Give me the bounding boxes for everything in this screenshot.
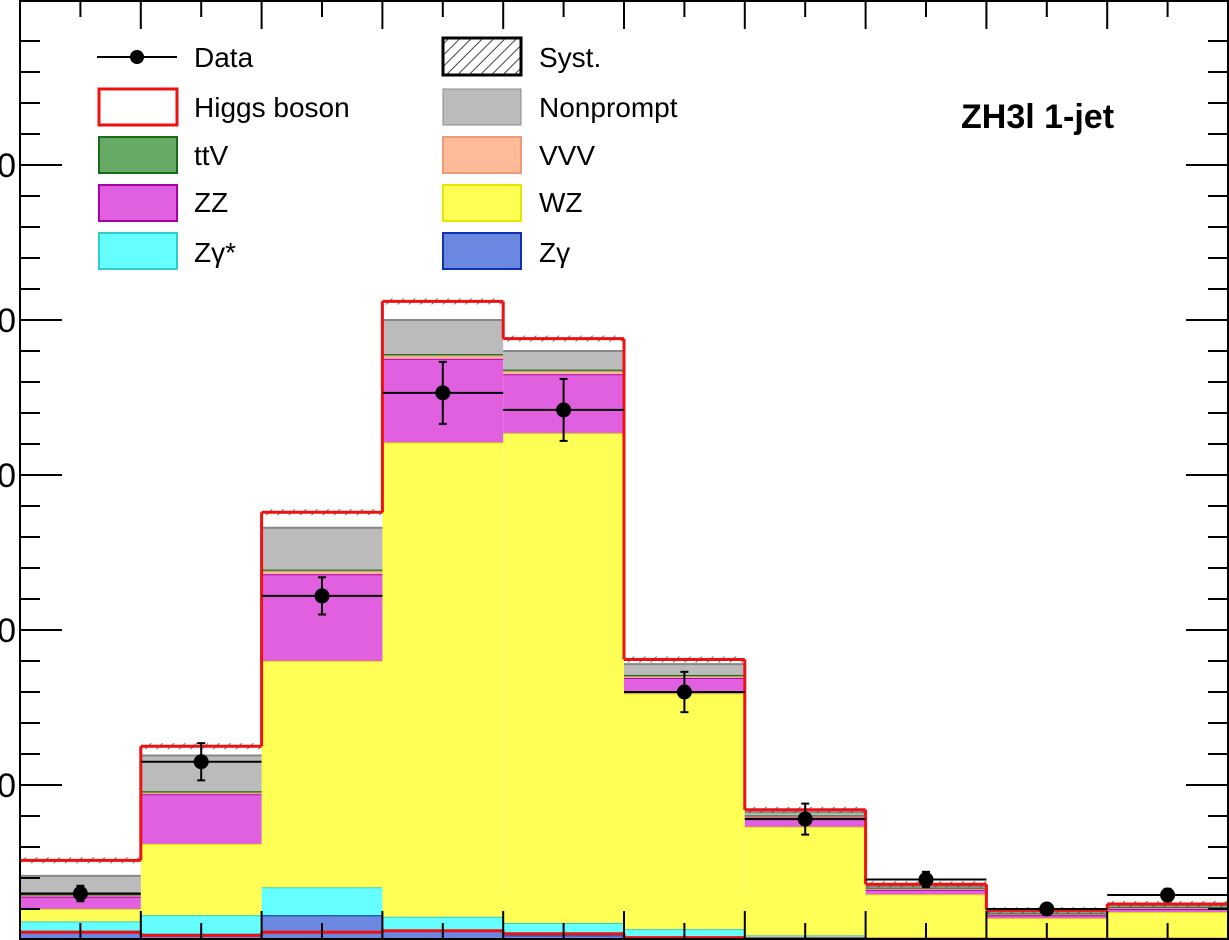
data-point-3 <box>435 385 451 401</box>
legend-label-data: Data <box>194 42 254 73</box>
bar-wz-bin-2 <box>261 661 383 888</box>
bar-zz-bin-9 <box>1107 909 1228 913</box>
bar-wz-bin-1 <box>140 843 262 916</box>
data-marker-icon <box>130 50 144 64</box>
data-point-1 <box>193 754 209 770</box>
bar-nonprompt-bin-4 <box>503 351 624 370</box>
legend-entry-wz: WZ <box>442 184 583 222</box>
legend-label-zgamma: Zγ <box>539 237 570 268</box>
legend-label-higgs: Higgs boson <box>194 92 350 123</box>
stacked-histogram <box>20 298 1228 940</box>
bar-vvv-bin-2 <box>261 571 383 575</box>
bar-nonprompt-bin-5 <box>624 664 745 675</box>
bar-vvv-bin-3 <box>382 355 504 359</box>
legend-label-ttv: ttV <box>194 140 229 171</box>
data-point-6 <box>797 811 813 827</box>
bar-zz-bin-0 <box>20 896 141 909</box>
bar-wz-bin-5 <box>624 693 745 930</box>
bar-nonprompt-bin-2 <box>261 527 383 570</box>
y-tick-label-4: 0 <box>0 147 16 185</box>
legend-entry-syst: Syst. <box>441 36 601 77</box>
bar-wz-bin-0 <box>20 909 141 922</box>
data-point-9 <box>1160 887 1176 903</box>
legend-entry-data: Data <box>97 42 254 73</box>
y-tick-label-3: 0 <box>0 302 16 340</box>
data-points <box>20 360 1228 917</box>
legend-label-vvv: VVV <box>539 140 595 171</box>
legend-label-zz: ZZ <box>194 187 228 218</box>
legend-entry-higgs: Higgs boson <box>97 87 350 127</box>
legend: Data Syst. Higgs boson Nonprompt ttV VVV… <box>97 36 678 270</box>
y-tick-labels: 0 0 0 0 0 <box>0 147 16 805</box>
legend-label-nonprompt: Nonprompt <box>539 92 678 123</box>
legend-entry-vvv: VVV <box>442 136 595 174</box>
data-point-0 <box>72 886 88 901</box>
data-point-4 <box>556 402 572 418</box>
bar-wz-bin-6 <box>744 826 866 936</box>
data-point-8 <box>1039 901 1055 917</box>
legend-entry-nonprompt: Nonprompt <box>442 88 678 126</box>
legend-entry-zgamma: Zγ <box>442 232 570 270</box>
bar-vvv-bin-4 <box>503 371 624 375</box>
bar-z--bin-2 <box>261 887 383 916</box>
legend-label-syst: Syst. <box>539 42 601 73</box>
bar-zz-bin-7 <box>865 889 987 895</box>
bar-zz-bin-8 <box>986 915 1108 919</box>
legend-entry-zz: ZZ <box>98 184 228 222</box>
data-point-2 <box>314 588 330 604</box>
data-point-5 <box>676 684 692 700</box>
legend-label-zgammastar: Zγ* <box>194 237 236 268</box>
data-point-7 <box>918 872 934 888</box>
axis-ticks <box>20 1 1228 939</box>
legend-entry-ttv: ttV <box>98 136 229 174</box>
chart-title: ZH3l 1-jet <box>961 98 1114 136</box>
bar-wz-bin-4 <box>503 433 624 923</box>
legend-label-wz: WZ <box>539 187 583 218</box>
bar-zz-bin-1 <box>140 794 262 844</box>
legend-entry-zgammastar: Zγ* <box>98 232 236 270</box>
y-tick-label-1: 0 <box>0 612 16 650</box>
bar-wz-bin-3 <box>382 442 504 917</box>
bar-nonprompt-bin-3 <box>382 320 504 355</box>
y-tick-label-0: 0 <box>0 767 16 805</box>
y-tick-label-2: 0 <box>0 457 16 495</box>
